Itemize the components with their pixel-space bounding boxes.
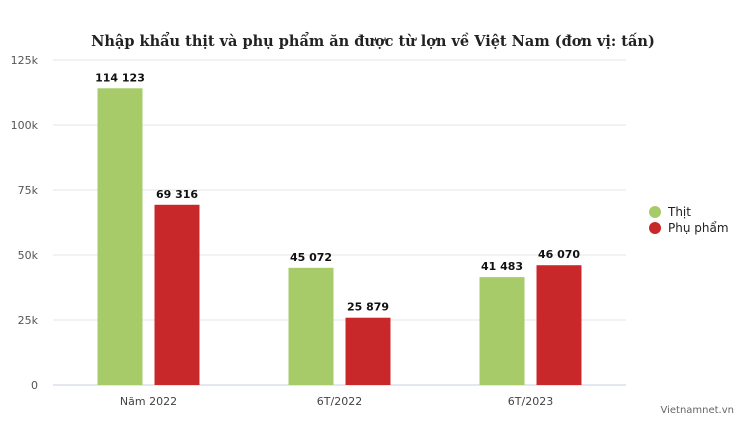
data-label: 25 879	[347, 301, 389, 314]
bars: 114 123 69 316 45 072 25 879 41 483 46 070	[95, 71, 582, 385]
legend-marker	[649, 222, 661, 234]
legend-label: Phụ phẩm	[668, 221, 729, 235]
data-label: 46 070	[538, 248, 580, 261]
data-label: 41 483	[481, 260, 523, 273]
legend: Thịt Phụ phẩm	[649, 205, 729, 235]
chart-title: Nhập khẩu thịt và phụ phẩm ăn được từ lợ…	[91, 32, 655, 50]
credit-text: Vietnamnet.vn	[660, 405, 734, 416]
y-axis: 0 25k 50k 75k 100k 125k	[11, 54, 39, 392]
bar-phu-pham-0	[154, 204, 200, 385]
data-label: 45 072	[290, 251, 332, 264]
y-tick-label: 25k	[18, 314, 39, 327]
bar-phu-pham-2	[536, 265, 582, 385]
y-tick-label: 100k	[11, 119, 39, 132]
bar-thit-1	[288, 267, 334, 385]
legend-marker	[649, 206, 661, 218]
bar-phu-pham-1	[345, 317, 391, 385]
data-label: 69 316	[156, 188, 198, 201]
bar-thit-2	[479, 277, 525, 385]
bar-thit-0	[97, 88, 143, 385]
data-label: 114 123	[95, 71, 145, 84]
y-tick-label: 125k	[11, 54, 39, 67]
y-tick-label: 75k	[18, 184, 39, 197]
legend-label: Thịt	[667, 205, 691, 219]
x-axis: Năm 2022 6T/2022 6T/2023	[120, 395, 553, 408]
y-tick-label: 0	[31, 379, 38, 392]
x-tick-label: 6T/2022	[317, 395, 362, 408]
x-tick-label: Năm 2022	[120, 395, 177, 408]
y-tick-label: 50k	[18, 249, 39, 262]
x-tick-label: 6T/2023	[508, 395, 553, 408]
grid-lines	[53, 59, 626, 386]
